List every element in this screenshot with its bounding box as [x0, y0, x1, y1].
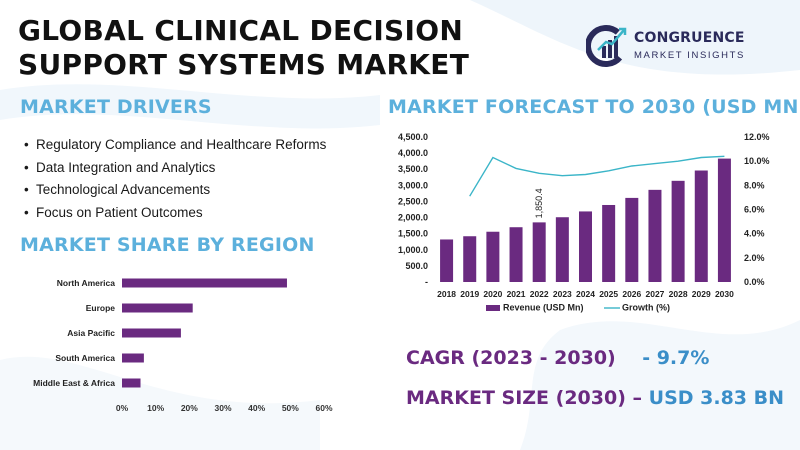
revenue-bar	[509, 227, 523, 282]
year-label: 2022	[530, 289, 549, 299]
forecast-heading: MARKET FORECAST TO 2030 (USD MN)	[388, 96, 800, 118]
left-axis-tick-label: 500.0	[405, 261, 428, 271]
left-axis-tick-label: 2,000.0	[398, 213, 428, 223]
left-axis-tick-label: 4,500.0	[398, 132, 428, 142]
page-title: GLOBAL CLINICAL DECISION SUPPORT SYSTEMS…	[18, 14, 469, 82]
revenue-bar	[717, 158, 731, 282]
right-axis-tick-label: 10.0%	[744, 156, 770, 166]
left-axis-tick-label: 4,000.0	[398, 148, 428, 158]
revenue-bar	[579, 211, 592, 282]
cm-monogram-chart-icon	[585, 25, 627, 67]
region-label: North America	[57, 278, 116, 288]
x-tick-label: 0%	[116, 403, 129, 413]
right-axis-tick-label: 12.0%	[744, 132, 770, 142]
market-drivers-list: Regulatory Compliance and Healthcare Ref…	[24, 134, 326, 224]
brand-name: CONGRUENCE	[634, 30, 745, 46]
year-label: 2024	[576, 289, 595, 299]
driver-item: Focus on Patient Outcomes	[24, 202, 326, 225]
cagr-value: - 9.7%	[642, 347, 710, 369]
legend-growth-label: Growth (%)	[622, 303, 670, 313]
year-label: 2029	[692, 289, 711, 299]
right-axis-tick-label: 6.0%	[744, 205, 765, 215]
region-bar	[122, 353, 144, 363]
driver-item: Data Integration and Analytics	[24, 157, 326, 180]
driver-item: Technological Advancements	[24, 179, 326, 202]
market-share-heading: MARKET SHARE BY REGION	[20, 234, 315, 256]
region-bar	[122, 378, 141, 388]
driver-item: Regulatory Compliance and Healthcare Ref…	[24, 134, 326, 157]
title-line-2: SUPPORT SYSTEMS MARKET	[18, 48, 470, 81]
legend-revenue-swatch	[486, 305, 500, 311]
year-label: 2018	[437, 289, 456, 299]
region-label: Middle East & Africa	[33, 378, 115, 388]
revenue-bar	[671, 180, 685, 282]
left-axis-tick-label: 1,000.0	[398, 245, 428, 255]
left-axis-tick-label: -	[425, 277, 428, 287]
right-axis-tick-label: 8.0%	[744, 180, 765, 190]
x-tick-label: 60%	[315, 403, 332, 413]
revenue-bar	[463, 236, 477, 282]
left-axis-tick-label: 1,500.0	[398, 229, 428, 239]
market-size-value: USD 3.83 BN	[648, 387, 785, 409]
x-tick-label: 10%	[147, 403, 164, 413]
x-tick-label: 40%	[248, 403, 265, 413]
left-axis-tick-label: 3,000.0	[398, 180, 428, 190]
right-axis-tick-label: 0.0%	[744, 277, 765, 287]
x-tick-label: 20%	[181, 403, 198, 413]
revenue-bar	[532, 222, 546, 282]
year-label: 2020	[483, 289, 502, 299]
cagr-stat: CAGR (2023 - 2030) - 9.7%	[406, 347, 709, 369]
growth-line	[469, 155, 725, 197]
year-label: 2028	[669, 289, 688, 299]
market-drivers-heading: MARKET DRIVERS	[20, 96, 212, 118]
region-bar	[122, 278, 287, 288]
revenue-bar	[625, 197, 639, 282]
revenue-bar	[486, 231, 500, 282]
brand-logo: CONGRUENCE MARKET INSIGHTS	[585, 24, 786, 68]
year-label: 2030	[715, 289, 734, 299]
x-tick-label: 30%	[214, 403, 231, 413]
region-label: Europe	[86, 303, 116, 313]
title-line-1: GLOBAL CLINICAL DECISION	[18, 14, 464, 47]
region-label: Asia Pacific	[67, 328, 115, 338]
revenue-bar	[648, 189, 662, 282]
revenue-bar	[602, 204, 616, 282]
market-size-stat: MARKET SIZE (2030) – USD 3.83 BN	[406, 387, 784, 409]
bar-data-label: 1,850.4	[534, 188, 544, 218]
right-axis-tick-label: 4.0%	[744, 229, 765, 239]
revenue-bar	[555, 217, 569, 282]
legend-revenue-label: Revenue (USD Mn)	[503, 303, 584, 313]
revenue-bar	[694, 170, 708, 282]
right-axis-tick-label: 2.0%	[744, 253, 765, 263]
region-bar	[122, 328, 181, 338]
year-label: 2023	[553, 289, 572, 299]
year-label: 2025	[599, 289, 618, 299]
region-bar	[122, 303, 193, 313]
year-label: 2021	[507, 289, 526, 299]
year-label: 2019	[460, 289, 479, 299]
year-label: 2027	[646, 289, 665, 299]
market-size-label: MARKET SIZE (2030) –	[406, 387, 643, 409]
cagr-label: CAGR (2023 - 2030)	[406, 347, 616, 369]
left-axis-tick-label: 3,500.0	[398, 164, 428, 174]
left-axis-tick-label: 2,500.0	[398, 196, 428, 206]
year-label: 2026	[622, 289, 641, 299]
revenue-bar	[440, 239, 454, 282]
x-tick-label: 50%	[282, 403, 299, 413]
region-label: South America	[55, 353, 115, 363]
brand-tagline: MARKET INSIGHTS	[634, 50, 745, 61]
